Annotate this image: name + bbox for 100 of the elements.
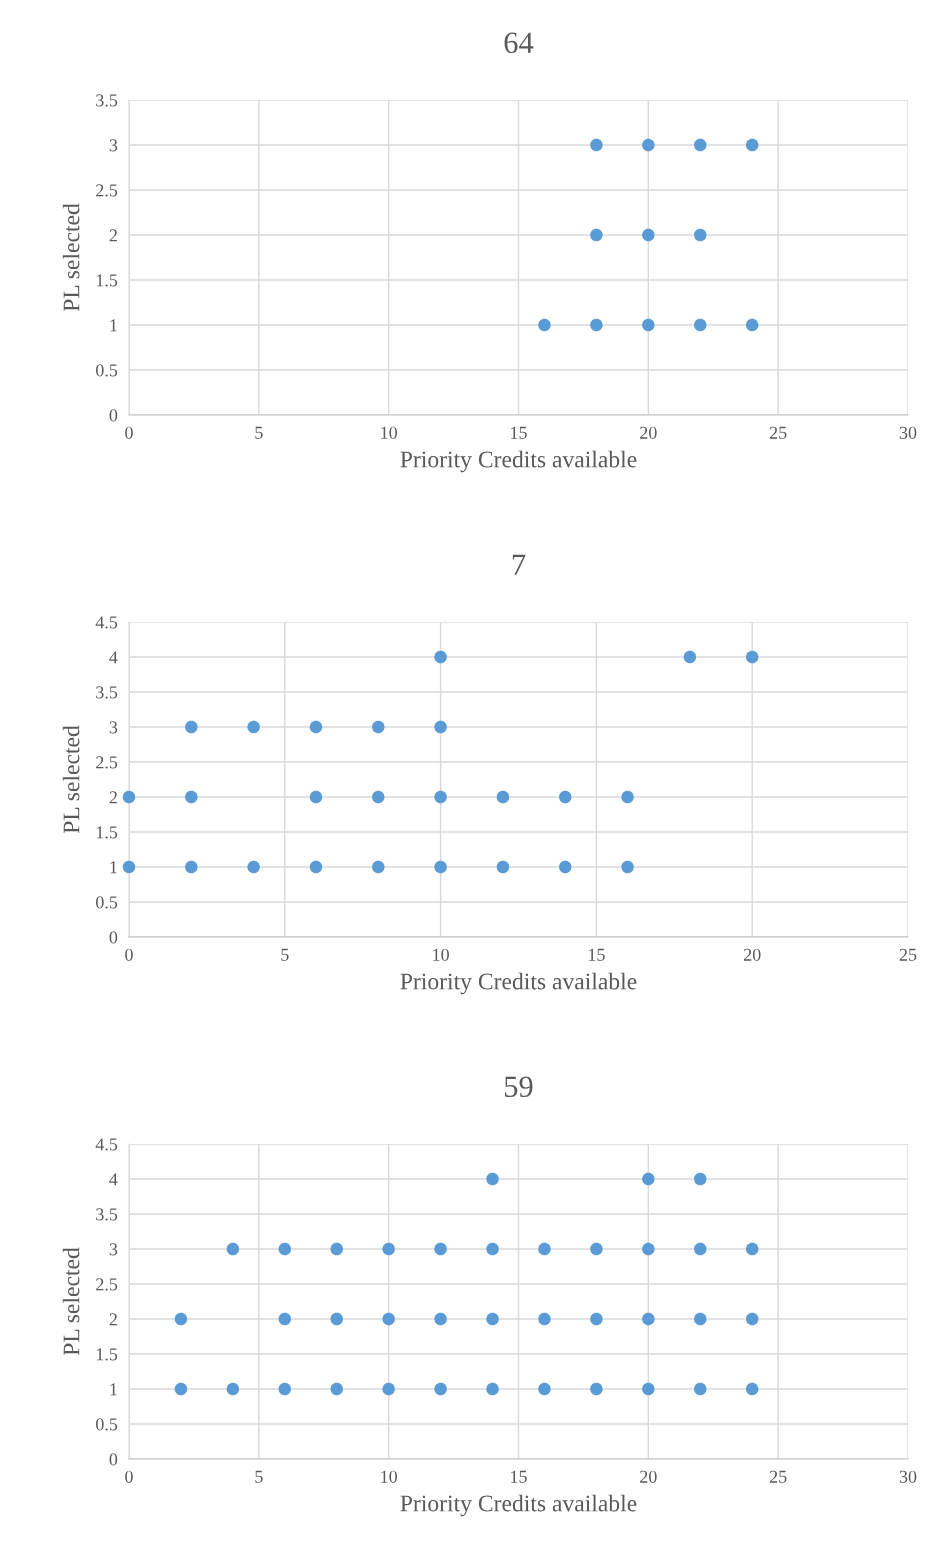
y-tick-label: 3 bbox=[109, 721, 118, 734]
point bbox=[382, 1382, 395, 1396]
y-tick-label: 0 bbox=[109, 931, 118, 944]
point bbox=[745, 1312, 759, 1326]
point bbox=[642, 1172, 655, 1186]
point bbox=[309, 720, 323, 734]
y-tick-label: 0 bbox=[109, 409, 118, 422]
point bbox=[745, 1242, 759, 1256]
point bbox=[496, 790, 510, 804]
point bbox=[590, 1242, 603, 1256]
point bbox=[745, 650, 759, 664]
y-tick-label: 3 bbox=[109, 1243, 118, 1256]
point bbox=[486, 1312, 499, 1326]
point bbox=[621, 860, 634, 874]
point bbox=[694, 1312, 707, 1326]
x-tick-label: 15 bbox=[588, 948, 605, 961]
point bbox=[434, 1312, 447, 1326]
point bbox=[694, 138, 707, 152]
x-tick-label: 5 bbox=[255, 1470, 263, 1483]
y-tick-label: 1 bbox=[110, 1383, 117, 1396]
point bbox=[372, 720, 385, 734]
point bbox=[309, 790, 323, 804]
point bbox=[278, 1242, 292, 1256]
y-tick-label: 0 bbox=[109, 1453, 118, 1466]
y-tick-label: 1.5 bbox=[96, 274, 118, 287]
point bbox=[590, 228, 603, 242]
point bbox=[278, 1312, 292, 1326]
point bbox=[642, 1312, 655, 1326]
x-tick-label: 25 bbox=[769, 1470, 787, 1483]
y-tick-label: 1.5 bbox=[96, 826, 118, 839]
point bbox=[642, 1242, 655, 1256]
y-tick-label: 4.5 bbox=[95, 616, 118, 629]
point bbox=[247, 860, 260, 874]
point bbox=[226, 1382, 240, 1396]
y-tick-label: 1 bbox=[110, 319, 117, 332]
point bbox=[538, 1382, 551, 1396]
y-tick-label: 2 bbox=[109, 229, 117, 242]
x-tick-label: 30 bbox=[899, 426, 917, 439]
y-tick-label: 2.5 bbox=[96, 756, 118, 769]
x-tick-label: 5 bbox=[255, 426, 263, 439]
point bbox=[694, 1382, 707, 1396]
point bbox=[226, 1242, 240, 1256]
point bbox=[745, 138, 759, 152]
y-tick-label: 0.5 bbox=[96, 364, 118, 377]
point bbox=[382, 1312, 395, 1326]
y-tick-label: 2 bbox=[109, 791, 117, 804]
point bbox=[694, 318, 707, 332]
point bbox=[590, 1382, 603, 1396]
point bbox=[122, 860, 136, 874]
point bbox=[185, 860, 198, 874]
point bbox=[642, 228, 655, 242]
y-tick-label: 2.5 bbox=[96, 1278, 118, 1291]
x-tick-label: 20 bbox=[640, 1470, 657, 1483]
point bbox=[174, 1382, 188, 1396]
point bbox=[486, 1382, 499, 1396]
point bbox=[434, 1382, 447, 1396]
y-tick-label: 4 bbox=[109, 651, 118, 664]
point bbox=[590, 1312, 603, 1326]
point bbox=[621, 790, 634, 804]
y-axis-title: PL selected bbox=[62, 1247, 80, 1356]
point bbox=[434, 1242, 447, 1256]
x-tick-label: 25 bbox=[899, 948, 917, 961]
x-tick-label: 20 bbox=[743, 948, 761, 961]
x-tick-label: 20 bbox=[640, 426, 657, 439]
x-axis-title: Priority Credits available bbox=[400, 450, 637, 473]
point bbox=[538, 1242, 551, 1256]
y-axis-title: PL selected bbox=[62, 203, 80, 312]
y-tick-label: 0.5 bbox=[96, 896, 118, 909]
point bbox=[185, 720, 198, 734]
y-tick-label: 4 bbox=[109, 1173, 118, 1186]
point bbox=[745, 1382, 759, 1396]
point bbox=[694, 1242, 707, 1256]
point bbox=[247, 720, 260, 734]
x-tick-label: 30 bbox=[899, 1470, 917, 1483]
x-tick-label: 15 bbox=[511, 1470, 527, 1483]
x-tick-label: 0 bbox=[125, 426, 133, 439]
point bbox=[434, 720, 447, 734]
point bbox=[642, 138, 655, 152]
y-tick-label: 0.5 bbox=[96, 1418, 118, 1431]
point bbox=[309, 860, 323, 874]
y-axis-title: PL selected bbox=[62, 725, 80, 834]
point bbox=[330, 1312, 343, 1326]
y-tick-label: 1 bbox=[110, 861, 117, 874]
x-tick-label: 5 bbox=[281, 948, 289, 961]
point bbox=[486, 1242, 499, 1256]
y-tick-label: 1.5 bbox=[96, 1348, 118, 1361]
point bbox=[434, 790, 447, 804]
point bbox=[559, 860, 572, 874]
x-tick-label: 25 bbox=[769, 426, 787, 439]
x-tick-label: 10 bbox=[433, 948, 449, 961]
x-tick-label: 10 bbox=[381, 426, 398, 439]
y-tick-label: 3.5 bbox=[96, 686, 118, 699]
point bbox=[694, 228, 707, 242]
point bbox=[486, 1172, 499, 1186]
point bbox=[434, 860, 447, 874]
x-tick-label: 10 bbox=[381, 1470, 398, 1483]
point bbox=[278, 1382, 292, 1396]
point bbox=[745, 318, 759, 332]
point bbox=[590, 318, 603, 332]
x-axis-title: Priority Credits available bbox=[400, 1494, 637, 1517]
